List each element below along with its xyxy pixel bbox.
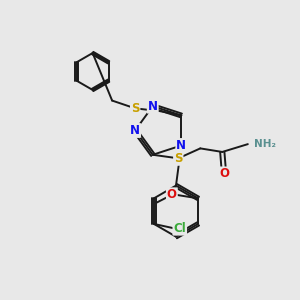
Text: NH₂: NH₂ [254,139,276,149]
Text: S: S [131,102,140,115]
Text: N: N [176,139,186,152]
Text: N: N [130,124,140,137]
Text: S: S [174,152,182,165]
Text: O: O [219,167,229,180]
Text: Cl: Cl [173,222,186,235]
Text: O: O [167,188,177,201]
Text: N: N [148,100,158,113]
